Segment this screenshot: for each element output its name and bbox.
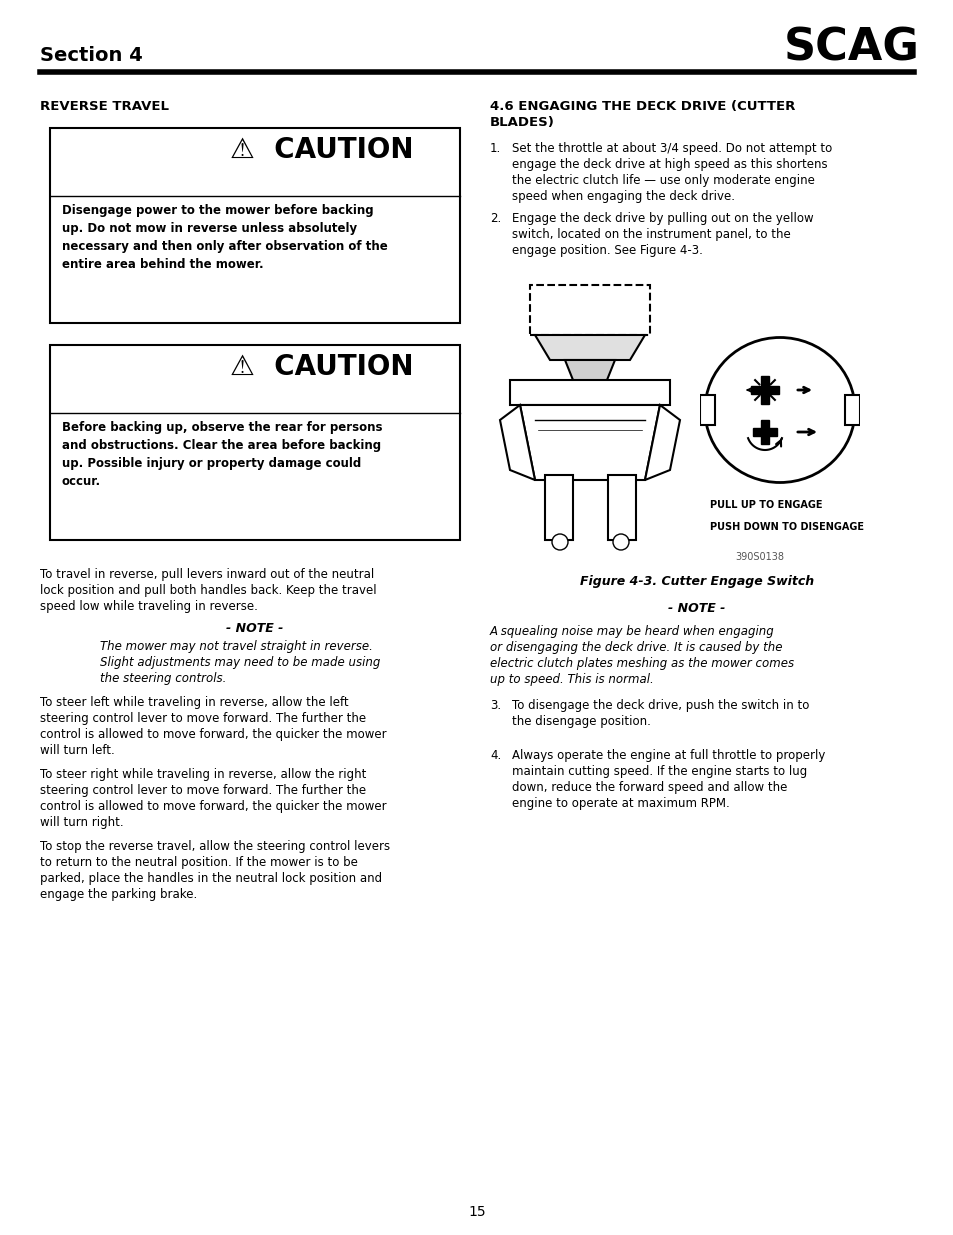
Bar bbox=[50, 345, 459, 540]
Text: To stop the reverse travel, allow the steering control levers: To stop the reverse travel, allow the st… bbox=[40, 840, 390, 853]
Polygon shape bbox=[644, 405, 679, 480]
Bar bbox=[750, 387, 779, 394]
Text: engage position. See Figure 4-3.: engage position. See Figure 4-3. bbox=[512, 245, 702, 257]
Bar bbox=[760, 375, 768, 404]
Text: the disengage position.: the disengage position. bbox=[512, 715, 650, 727]
Text: 4.: 4. bbox=[490, 748, 500, 762]
Text: speed when engaging the deck drive.: speed when engaging the deck drive. bbox=[512, 190, 734, 203]
FancyBboxPatch shape bbox=[530, 285, 649, 335]
Text: maintain cutting speed. If the engine starts to lug: maintain cutting speed. If the engine st… bbox=[512, 764, 806, 778]
Polygon shape bbox=[535, 335, 644, 359]
Text: Slight adjustments may need to be made using: Slight adjustments may need to be made u… bbox=[100, 656, 380, 669]
Bar bbox=[607, 475, 636, 540]
Bar bbox=[752, 429, 776, 436]
Text: Engage the deck drive by pulling out on the yellow: Engage the deck drive by pulling out on … bbox=[512, 212, 813, 225]
Text: Disengage power to the mower before backing: Disengage power to the mower before back… bbox=[62, 204, 374, 217]
Text: SCAG: SCAG bbox=[783, 26, 919, 69]
Text: control is allowed to move forward, the quicker the mower: control is allowed to move forward, the … bbox=[40, 727, 386, 741]
Text: electric clutch plates meshing as the mower comes: electric clutch plates meshing as the mo… bbox=[490, 657, 793, 671]
Text: To travel in reverse, pull levers inward out of the neutral: To travel in reverse, pull levers inward… bbox=[40, 568, 374, 580]
Text: steering control lever to move forward. The further the: steering control lever to move forward. … bbox=[40, 784, 366, 797]
Text: switch, located on the instrument panel, to the: switch, located on the instrument panel,… bbox=[512, 228, 790, 241]
Text: speed low while traveling in reverse.: speed low while traveling in reverse. bbox=[40, 600, 257, 613]
Text: 390S0138: 390S0138 bbox=[735, 552, 783, 562]
Text: 2.: 2. bbox=[490, 212, 500, 225]
Text: The mower may not travel straight in reverse.: The mower may not travel straight in rev… bbox=[100, 640, 373, 653]
Bar bbox=[760, 420, 768, 445]
Text: A squealing noise may be heard when engaging: A squealing noise may be heard when enga… bbox=[490, 625, 774, 638]
Text: BLADES): BLADES) bbox=[490, 116, 555, 128]
Text: to return to the neutral position. If the mower is to be: to return to the neutral position. If th… bbox=[40, 856, 357, 869]
Text: or disengaging the deck drive. It is caused by the: or disengaging the deck drive. It is cau… bbox=[490, 641, 781, 655]
Text: - NOTE -: - NOTE - bbox=[226, 622, 283, 635]
Text: engine to operate at maximum RPM.: engine to operate at maximum RPM. bbox=[512, 797, 729, 810]
Text: ⚠: ⚠ bbox=[230, 353, 254, 382]
Text: engage the parking brake.: engage the parking brake. bbox=[40, 888, 197, 902]
Ellipse shape bbox=[704, 337, 854, 483]
Text: - NOTE -: - NOTE - bbox=[668, 601, 725, 615]
Text: To steer left while traveling in reverse, allow the left: To steer left while traveling in reverse… bbox=[40, 697, 348, 709]
Bar bbox=[544, 475, 573, 540]
Text: CAUTION: CAUTION bbox=[254, 136, 413, 164]
Text: lock position and pull both handles back. Keep the travel: lock position and pull both handles back… bbox=[40, 584, 376, 597]
Text: down, reduce the forward speed and allow the: down, reduce the forward speed and allow… bbox=[512, 781, 786, 794]
FancyBboxPatch shape bbox=[510, 380, 669, 405]
Text: PULL UP TO ENGAGE: PULL UP TO ENGAGE bbox=[709, 500, 821, 510]
Text: PUSH DOWN TO DISENGAGE: PUSH DOWN TO DISENGAGE bbox=[709, 522, 863, 532]
Text: 3.: 3. bbox=[490, 699, 500, 713]
Text: 1.: 1. bbox=[490, 142, 500, 156]
FancyBboxPatch shape bbox=[844, 395, 859, 425]
Text: up. Do not mow in reverse unless absolutely: up. Do not mow in reverse unless absolut… bbox=[62, 222, 356, 235]
Text: the steering controls.: the steering controls. bbox=[100, 672, 226, 685]
Text: Figure 4-3. Cutter Engage Switch: Figure 4-3. Cutter Engage Switch bbox=[579, 576, 813, 588]
Text: CAUTION: CAUTION bbox=[254, 353, 413, 382]
Text: To disengage the deck drive, push the switch in to: To disengage the deck drive, push the sw… bbox=[512, 699, 808, 713]
Text: steering control lever to move forward. The further the: steering control lever to move forward. … bbox=[40, 713, 366, 725]
Text: engage the deck drive at high speed as this shortens: engage the deck drive at high speed as t… bbox=[512, 158, 827, 170]
Text: Before backing up, observe the rear for persons: Before backing up, observe the rear for … bbox=[62, 421, 382, 433]
Text: Set the throttle at about 3/4 speed. Do not attempt to: Set the throttle at about 3/4 speed. Do … bbox=[512, 142, 831, 156]
Text: parked, place the handles in the neutral lock position and: parked, place the handles in the neutral… bbox=[40, 872, 382, 885]
Text: up. Possible injury or property damage could: up. Possible injury or property damage c… bbox=[62, 457, 361, 471]
Text: up to speed. This is normal.: up to speed. This is normal. bbox=[490, 673, 653, 685]
Text: entire area behind the mower.: entire area behind the mower. bbox=[62, 258, 263, 270]
FancyBboxPatch shape bbox=[700, 395, 714, 425]
Text: Always operate the engine at full throttle to properly: Always operate the engine at full thrott… bbox=[512, 748, 824, 762]
Circle shape bbox=[552, 534, 567, 550]
Polygon shape bbox=[519, 405, 659, 480]
Circle shape bbox=[613, 534, 628, 550]
Text: ⚠: ⚠ bbox=[230, 136, 254, 164]
Text: To steer right while traveling in reverse, allow the right: To steer right while traveling in revers… bbox=[40, 768, 366, 781]
Text: and obstructions. Clear the area before backing: and obstructions. Clear the area before … bbox=[62, 438, 381, 452]
Text: control is allowed to move forward, the quicker the mower: control is allowed to move forward, the … bbox=[40, 800, 386, 813]
Text: the electric clutch life — use only moderate engine: the electric clutch life — use only mode… bbox=[512, 174, 814, 186]
Text: will turn left.: will turn left. bbox=[40, 743, 114, 757]
Text: Section 4: Section 4 bbox=[40, 46, 143, 64]
Text: necessary and then only after observation of the: necessary and then only after observatio… bbox=[62, 240, 387, 253]
Text: occur.: occur. bbox=[62, 475, 101, 488]
Text: REVERSE TRAVEL: REVERSE TRAVEL bbox=[40, 100, 169, 112]
Text: 15: 15 bbox=[468, 1205, 485, 1219]
Bar bbox=[50, 128, 459, 324]
Polygon shape bbox=[499, 405, 535, 480]
Text: 4.6 ENGAGING THE DECK DRIVE (CUTTER: 4.6 ENGAGING THE DECK DRIVE (CUTTER bbox=[490, 100, 795, 112]
Polygon shape bbox=[564, 359, 615, 385]
Text: will turn right.: will turn right. bbox=[40, 816, 124, 829]
